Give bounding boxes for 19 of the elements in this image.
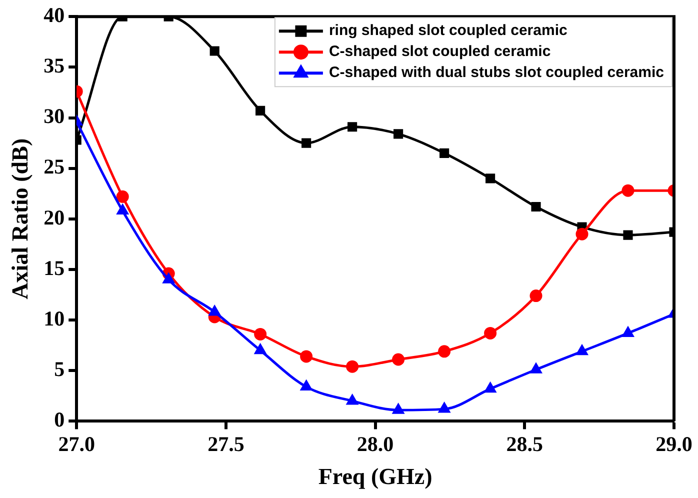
y-tick-label: 30 — [44, 104, 65, 128]
y-tick-label: 10 — [44, 306, 65, 330]
y-axis-title: Axial Ratio (dB) — [8, 138, 33, 300]
y-tick-label: 0 — [54, 408, 65, 432]
x-axis-title: Freq (GHz) — [318, 464, 432, 490]
y-tick-label: 5 — [54, 357, 65, 382]
x-tick-label: 28.0 — [356, 432, 394, 456]
x-tick-label: 27.0 — [58, 432, 95, 456]
x-tick-label: 29.0 — [656, 432, 692, 456]
y-tick-label: 25 — [44, 154, 65, 179]
y-tick-label: 20 — [44, 205, 65, 230]
legend-label: C-shaped with dual stubs slot coupled ceramic — [328, 64, 664, 82]
y-tick-label: 40 — [44, 3, 65, 28]
legend-label: ring shaped slot coupled ceramic — [328, 22, 568, 40]
x-tick-label: 27.5 — [208, 432, 244, 456]
x-tick-label: 28.5 — [506, 432, 544, 456]
y-tick-label: 15 — [44, 256, 65, 280]
y-tick-label: 35 — [44, 54, 65, 78]
legend-label: C-shaped slot coupled ceramic — [328, 43, 551, 60]
